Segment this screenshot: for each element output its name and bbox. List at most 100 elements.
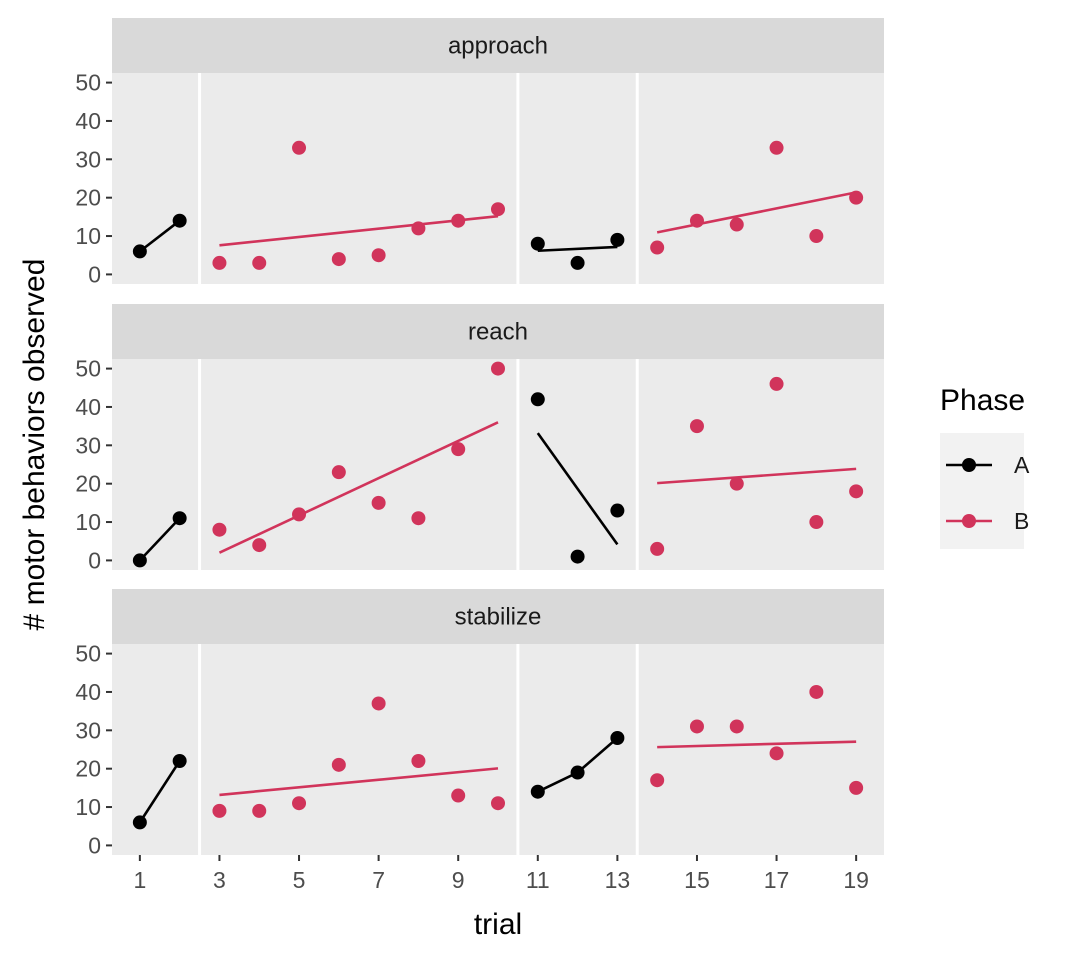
series-approach-1-point-4 [371,248,386,263]
series-approach-1-point-2 [292,140,307,155]
y-tick-label-approach-0: 0 [88,261,101,287]
series-approach-0-point-0 [132,244,147,259]
series-approach-2-trend-line [537,245,618,253]
series-approach-2-point-1 [570,255,585,270]
series-stabilize-1-point-1 [252,803,267,818]
legend-key-background [940,433,1024,549]
series-reach-3-point-3 [769,376,784,391]
series-stabilize-3-point-3 [769,746,784,761]
legend-label-A: A [1014,452,1030,478]
legend-label-B: B [1014,508,1029,534]
series-stabilize-1-point-5 [411,754,426,769]
series-stabilize-1-point-7 [491,796,505,811]
x-tick-label-5: 5 [293,867,306,893]
series-reach-1-point-5 [411,511,426,526]
series-reach-1-point-7 [491,361,505,376]
y-tick-label-stabilize-30: 30 [75,717,101,743]
series-approach-2-point-2 [610,232,625,247]
y-axis-title: # motor behaviors observed [18,259,51,631]
y-tick-label-reach-50: 50 [75,356,101,382]
series-reach-3-trend-line [657,467,857,485]
facet-strip-reach [112,304,884,359]
y-tick-label-stabilize-10: 10 [75,794,101,820]
y-tick-label-reach-10: 10 [75,509,101,535]
series-stabilize-2-point-0 [530,784,545,799]
series-stabilize-0-line [138,760,181,824]
y-tick-label-reach-40: 40 [75,394,101,420]
series-approach-1-point-6 [451,213,466,228]
series-approach-3-point-5 [849,190,864,205]
series-reach-1-point-6 [451,442,466,457]
y-tick-label-approach-50: 50 [75,70,101,96]
series-approach-1-point-1 [252,255,267,270]
y-tick-label-stabilize-40: 40 [75,679,101,705]
series-reach-3-point-2 [729,476,744,491]
facet-strip-approach [112,18,884,73]
y-tick-label-stabilize-50: 50 [75,641,101,667]
series-stabilize-3-point-4 [809,684,824,699]
facet-strip-label-stabilize: stabilize [455,604,542,631]
series-approach-1-point-3 [331,252,346,267]
series-stabilize-2-point-1 [570,765,585,780]
series-stabilize-3-point-1 [689,719,704,734]
series-reach-2-point-0 [530,392,545,407]
series-stabilize-3-point-0 [650,773,665,788]
series-reach-1-point-3 [331,465,346,480]
series-reach-1-point-0 [212,522,227,537]
series-reach-3-point-1 [689,419,704,434]
series-approach-3-point-0 [650,240,665,255]
series-reach-3-point-5 [849,484,864,499]
series-stabilize-1-point-4 [371,696,386,711]
panel-background-approach [112,73,884,284]
series-approach-1-point-5 [411,221,426,236]
series-approach-1-point-7 [491,202,505,217]
series-approach-0-line [139,219,181,253]
series-reach-1-point-4 [371,495,386,510]
y-tick-label-approach-20: 20 [75,185,101,211]
panel-background-reach [112,359,884,570]
facet-strip-label-approach: approach [448,33,548,60]
series-approach-3-point-1 [689,213,704,228]
series-approach-2-point-0 [530,236,545,251]
x-tick-label-15: 15 [684,867,710,893]
series-approach-3-trend-line [656,191,857,234]
series-reach-2-point-2 [610,503,625,518]
x-tick-label-17: 17 [764,867,790,893]
series-stabilize-1-point-0 [212,803,227,818]
series-reach-1-trend-line [218,421,499,554]
series-stabilize-3-point-5 [849,780,864,795]
series-stabilize-3-point-2 [729,719,744,734]
series-reach-1-point-2 [292,507,307,522]
x-tick-label-7: 7 [372,867,385,893]
series-approach-3-point-2 [729,217,744,232]
series-reach-0-line [138,517,181,562]
series-reach-0-point-1 [172,511,187,526]
y-tick-label-reach-20: 20 [75,471,101,497]
series-stabilize-1-point-6 [451,788,466,803]
x-tick-label-1: 1 [133,867,146,893]
facet-strip-stabilize [112,589,884,644]
series-stabilize-1-point-2 [292,796,307,811]
series-reach-2-point-1 [570,549,585,564]
x-tick-label-11: 11 [526,867,550,893]
legend-key-point-B [962,514,976,528]
y-tick-label-reach-30: 30 [75,432,101,458]
series-approach-1-point-0 [212,255,227,270]
series-stabilize-1-point-3 [331,757,346,772]
series-stabilize-2-point-2 [610,730,625,745]
series-reach-3-point-0 [650,541,665,556]
y-tick-label-approach-40: 40 [75,108,101,134]
series-reach-3-point-4 [809,515,824,530]
x-axis-title: trial [474,908,522,941]
series-reach-2-trend-line [536,432,619,546]
y-tick-label-stabilize-20: 20 [75,756,101,782]
series-stabilize-0-point-0 [132,815,147,830]
series-stabilize-3-trend-line [657,740,857,749]
facet-strip-label-reach: reach [468,319,528,346]
x-tick-label-13: 13 [605,867,631,893]
series-approach-0-point-1 [172,213,187,228]
x-tick-label-3: 3 [213,867,226,893]
series-approach-3-point-4 [809,229,824,244]
